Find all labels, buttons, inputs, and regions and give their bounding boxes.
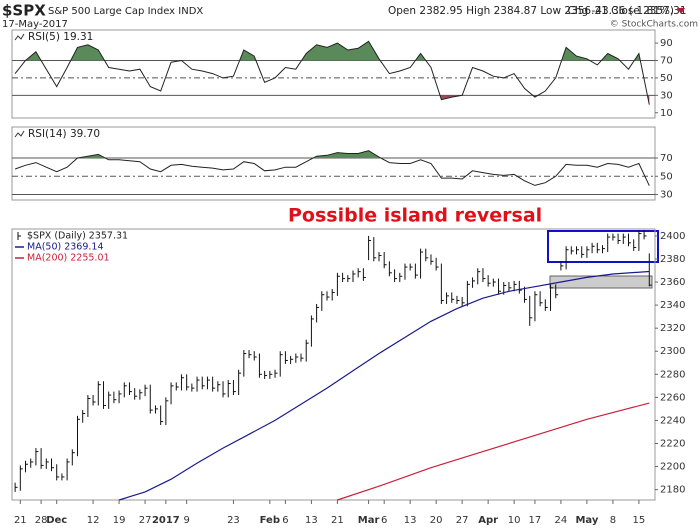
panel bbox=[11, 228, 656, 501]
legend-label: $SPX (Daily) 2357.31 bbox=[27, 231, 128, 242]
panel-title: RSI(14) 39.70 bbox=[28, 128, 100, 140]
x-tick-label: 6 bbox=[381, 515, 387, 526]
y-tick-label: 50 bbox=[660, 73, 673, 84]
x-tick-label: 20 bbox=[430, 515, 443, 526]
gap-box bbox=[549, 275, 653, 289]
x-tick-label: 13 bbox=[305, 515, 318, 526]
x-tick-label: 8 bbox=[610, 515, 616, 526]
x-tick-label: 12 bbox=[87, 515, 100, 526]
y-tick-label: 2180 bbox=[660, 485, 685, 496]
x-tick-label: 21 bbox=[14, 515, 27, 526]
legend-label: MA(200) 2255.01 bbox=[27, 253, 110, 264]
x-tick-label: Dec bbox=[46, 515, 67, 526]
x-tick-label: Apr bbox=[478, 515, 498, 526]
y-tick-label: 50 bbox=[660, 171, 673, 182]
y-tick-label: 2380 bbox=[660, 254, 685, 265]
panel bbox=[11, 29, 656, 119]
x-tick-label: 15 bbox=[633, 515, 646, 526]
down-arrow bbox=[677, 8, 685, 14]
x-tick-label: 27 bbox=[456, 515, 469, 526]
x-tick-label: 21 bbox=[331, 515, 344, 526]
y-tick-label: 2400 bbox=[660, 231, 685, 242]
y-tick-label: 10 bbox=[660, 108, 673, 119]
rsi-line bbox=[14, 150, 650, 186]
x-tick-label: 10 bbox=[508, 515, 521, 526]
x-tick-label: 17 bbox=[529, 515, 542, 526]
x-tick-label: May bbox=[575, 515, 598, 526]
x-tick-label: 2017 bbox=[152, 515, 180, 526]
ohlc-summary: Open 2382.95 High 2384.87 Low 2356.21 Cl… bbox=[388, 5, 687, 17]
annotation: Possible island reversal bbox=[288, 205, 542, 227]
x-tick-label: 28 bbox=[35, 515, 48, 526]
highlight-box bbox=[547, 230, 659, 263]
rsi-fill bbox=[15, 194, 650, 195]
y-tick-label: 30 bbox=[660, 90, 673, 101]
change: Chg -43.36 (-1.81%) bbox=[567, 5, 674, 17]
legend-label: MA(50) 2369.14 bbox=[27, 242, 104, 253]
rsi-fill bbox=[77, 150, 381, 159]
panel bbox=[11, 126, 656, 201]
x-tick-label: 24 bbox=[555, 515, 568, 526]
rsi-line bbox=[14, 40, 650, 105]
credit: © StockCharts.com bbox=[610, 20, 698, 30]
y-tick-label: 2200 bbox=[660, 462, 685, 473]
y-tick-label: 2360 bbox=[660, 277, 685, 288]
y-tick-label: 2340 bbox=[660, 300, 685, 311]
moving-average bbox=[337, 402, 650, 501]
x-tick-label: 9 bbox=[183, 515, 189, 526]
y-tick-label: 70 bbox=[660, 55, 673, 66]
y-tick-label: 70 bbox=[660, 153, 673, 164]
x-tick-label: 13 bbox=[404, 515, 417, 526]
title-glyph bbox=[14, 130, 25, 138]
x-tick-label: Mar bbox=[358, 515, 380, 526]
y-tick-label: 2320 bbox=[660, 323, 685, 334]
legend-glyph bbox=[17, 232, 21, 240]
x-tick-label: 19 bbox=[113, 515, 126, 526]
y-tick-label: 2300 bbox=[660, 346, 685, 357]
title-glyph bbox=[14, 33, 25, 41]
y-tick-label: 2260 bbox=[660, 392, 685, 403]
y-tick-label: 2280 bbox=[660, 369, 685, 380]
x-tick-label: Feb bbox=[260, 515, 280, 526]
x-tick-label: 6 bbox=[282, 515, 288, 526]
symbol: $SPX bbox=[2, 2, 46, 20]
index-name: S&P 500 Large Cap Index INDX bbox=[48, 6, 203, 17]
panel-title: RSI(5) 19.31 bbox=[28, 31, 93, 43]
y-tick-label: 30 bbox=[660, 190, 673, 201]
y-tick-label: 90 bbox=[660, 38, 673, 49]
x-tick-label: 27 bbox=[139, 515, 152, 526]
x-tick-label: 23 bbox=[227, 515, 240, 526]
date: 17-May-2017 bbox=[2, 19, 68, 30]
y-tick-label: 2240 bbox=[660, 415, 685, 426]
y-tick-label: 2220 bbox=[660, 438, 685, 449]
moving-average bbox=[118, 270, 650, 501]
rsi-fill bbox=[15, 41, 650, 61]
